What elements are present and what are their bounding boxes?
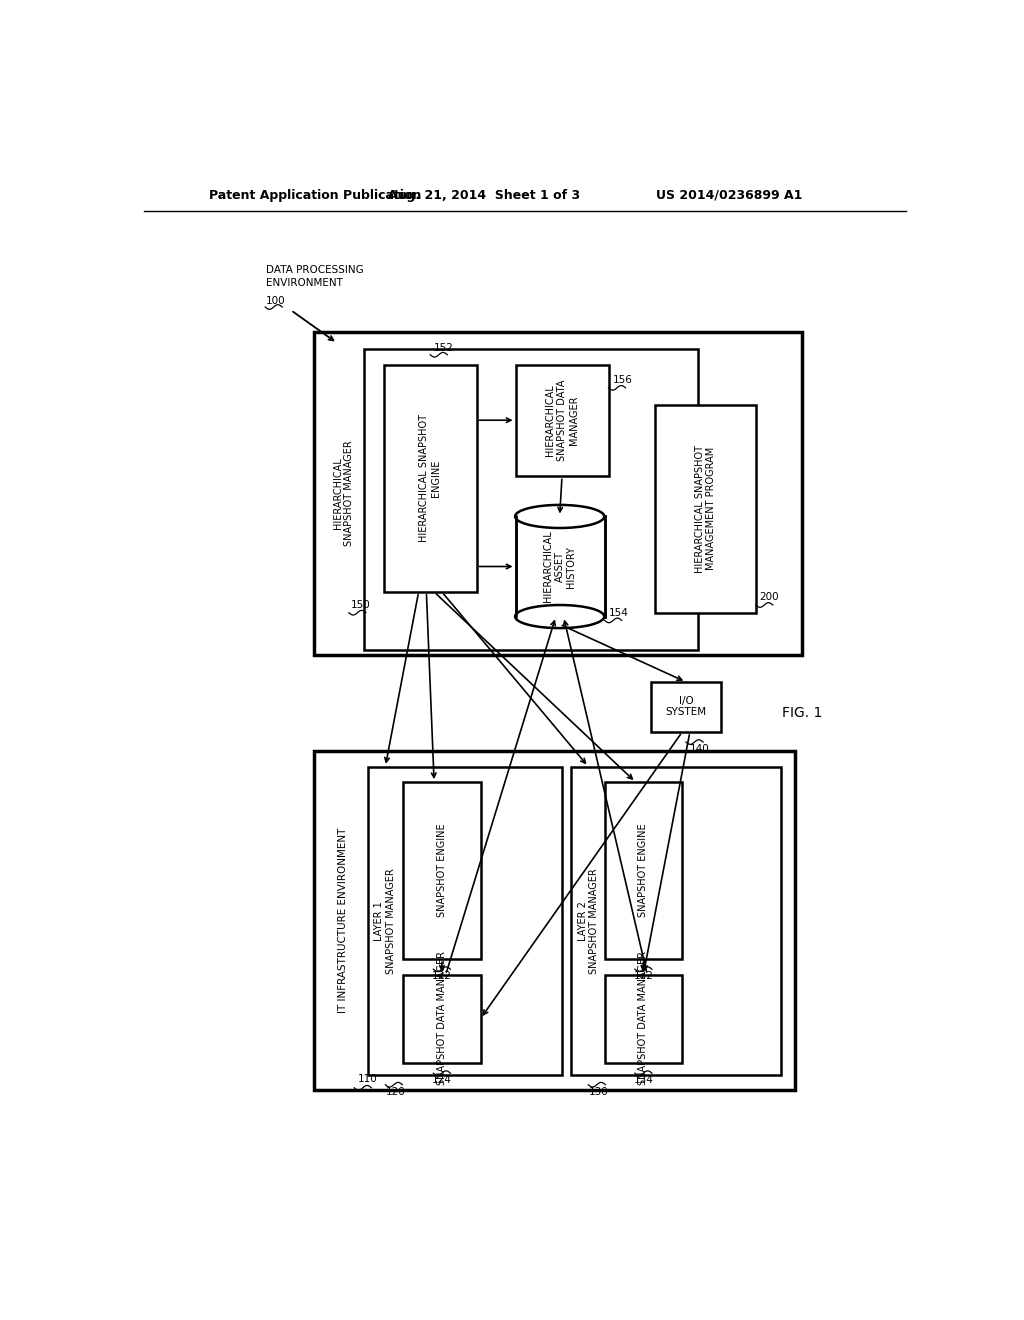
Text: 134: 134 xyxy=(634,1074,653,1085)
Bar xyxy=(369,767,562,1074)
Text: 110: 110 xyxy=(357,1073,377,1084)
Text: 120: 120 xyxy=(385,1086,406,1097)
Text: 200: 200 xyxy=(760,593,779,602)
Bar xyxy=(515,516,604,616)
Text: HIERARCHICAL SNAPSHOT
MANAGEMENT PROGRAM: HIERARCHICAL SNAPSHOT MANAGEMENT PROGRAM xyxy=(694,445,716,573)
Bar xyxy=(651,682,721,733)
Text: HIERARCHICAL
SNAPSHOT DATA
MANAGER: HIERARCHICAL SNAPSHOT DATA MANAGER xyxy=(546,380,579,461)
Text: HIERARCHICAL SNAPSHOT
ENGINE: HIERARCHICAL SNAPSHOT ENGINE xyxy=(420,414,441,543)
Ellipse shape xyxy=(515,506,604,528)
Text: LAYER 1
SNAPSHOT MANAGER: LAYER 1 SNAPSHOT MANAGER xyxy=(375,867,396,974)
Text: I/O
SYSTEM: I/O SYSTEM xyxy=(666,696,707,718)
Bar xyxy=(365,350,697,649)
Bar xyxy=(655,405,756,612)
Text: ENVIRONMENT: ENVIRONMENT xyxy=(266,279,343,288)
Text: 122: 122 xyxy=(432,972,452,981)
Text: 140: 140 xyxy=(690,744,710,754)
Bar xyxy=(314,751,795,1090)
Text: 150: 150 xyxy=(350,601,370,610)
Text: 154: 154 xyxy=(608,607,629,618)
Bar xyxy=(403,974,480,1063)
Text: SNAPSHOT ENGINE: SNAPSHOT ENGINE xyxy=(437,824,446,917)
Bar xyxy=(314,331,802,655)
Text: HIERARCHICAL
ASSET
HISTORY: HIERARCHICAL ASSET HISTORY xyxy=(543,531,577,602)
Text: FIG. 1: FIG. 1 xyxy=(782,706,822,719)
Bar xyxy=(403,781,480,960)
Bar xyxy=(515,364,608,477)
Text: SNAPSHOT ENGINE: SNAPSHOT ENGINE xyxy=(638,824,648,917)
Text: IT INFRASTRUCTURE ENVIRONMENT: IT INFRASTRUCTURE ENVIRONMENT xyxy=(339,828,348,1014)
Text: SNAPSHOT DATA MANAGER: SNAPSHOT DATA MANAGER xyxy=(437,952,446,1085)
Text: 152: 152 xyxy=(434,343,454,352)
Bar xyxy=(571,767,780,1074)
Text: 130: 130 xyxy=(589,1086,608,1097)
Ellipse shape xyxy=(515,605,604,628)
Text: US 2014/0236899 A1: US 2014/0236899 A1 xyxy=(656,189,802,202)
Text: 124: 124 xyxy=(432,1074,452,1085)
Bar xyxy=(604,974,682,1063)
Text: SNAPSHOT DATA MANAGER: SNAPSHOT DATA MANAGER xyxy=(638,952,648,1085)
Text: Aug. 21, 2014  Sheet 1 of 3: Aug. 21, 2014 Sheet 1 of 3 xyxy=(388,189,581,202)
Bar xyxy=(384,364,477,591)
Text: DATA PROCESSING: DATA PROCESSING xyxy=(266,265,364,275)
Text: 132: 132 xyxy=(634,972,653,981)
Text: HIERARCHICAL
SNAPSHOT MANAGER: HIERARCHICAL SNAPSHOT MANAGER xyxy=(333,441,354,546)
Text: LAYER 2
SNAPSHOT MANAGER: LAYER 2 SNAPSHOT MANAGER xyxy=(578,867,599,974)
Bar xyxy=(604,781,682,960)
Text: Patent Application Publication: Patent Application Publication xyxy=(209,189,422,202)
Text: 156: 156 xyxy=(612,375,632,385)
Text: 100: 100 xyxy=(266,296,286,306)
